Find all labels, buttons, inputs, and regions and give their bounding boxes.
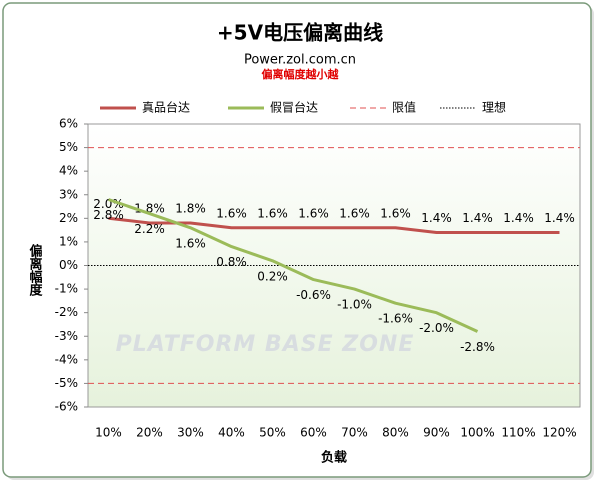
x-tick-label: 110%: [501, 426, 535, 440]
x-tick-label: 10%: [95, 426, 122, 440]
y-tick-label: 3%: [59, 187, 78, 201]
x-tick-label: 90%: [423, 426, 450, 440]
x-tick-label: 30%: [177, 426, 204, 440]
y-tick-label: 5%: [59, 140, 78, 154]
y-tick-label: 0%: [59, 258, 78, 272]
series-line: [108, 198, 479, 333]
y-tick-label: 1%: [59, 234, 78, 248]
x-tick-label: 60%: [300, 426, 327, 440]
data-label: 1.6%: [216, 206, 247, 220]
y-tick-label: -3%: [55, 329, 78, 343]
legend-label: 假冒台达: [270, 100, 318, 115]
data-label: 1.4%: [544, 211, 575, 225]
data-label: 0.2%: [257, 269, 288, 283]
x-tick-label: 80%: [382, 426, 409, 440]
data-label: 1.6%: [175, 236, 206, 250]
x-tick-label: 70%: [341, 426, 368, 440]
y-tick-label: 4%: [59, 164, 78, 178]
y-tick-label: -5%: [55, 376, 78, 390]
data-label: 1.4%: [503, 211, 534, 225]
watermark: PLATFORM BASE ZONE: [116, 332, 415, 357]
x-tick-label: 20%: [136, 426, 163, 440]
legend-label: 限值: [392, 100, 416, 115]
data-label: -2.0%: [419, 321, 454, 335]
x-tick-label: 120%: [542, 426, 576, 440]
y-tick-label: -6%: [55, 400, 78, 414]
data-label: 1.6%: [298, 206, 329, 220]
y-axis-title: 偏离幅度: [27, 243, 43, 297]
y-tick-label: 2%: [59, 211, 78, 225]
data-label: 2.8%: [93, 208, 124, 222]
data-label: -2.8%: [460, 340, 495, 354]
legend-label: 理想: [482, 100, 506, 115]
chart-title: +5V电压偏离曲线: [217, 21, 383, 45]
subtitle: Power.zol.com.cn: [244, 53, 356, 68]
data-label: 2.2%: [134, 222, 165, 236]
y-tick-label: -2%: [55, 305, 78, 319]
data-label: -1.6%: [378, 312, 413, 326]
data-label: 1.4%: [462, 211, 493, 225]
y-tick-label: -4%: [55, 352, 78, 366]
x-axis-title: 负载: [321, 450, 347, 466]
data-label: 1.6%: [257, 206, 288, 220]
data-label: 1.6%: [380, 206, 411, 220]
data-label: 0.8%: [216, 255, 247, 269]
data-label: -1.0%: [337, 298, 372, 312]
y-tick-label: 6%: [59, 117, 78, 131]
data-label: 2.0%: [93, 197, 124, 211]
x-tick-label: 100%: [460, 426, 494, 440]
data-label: 1.6%: [339, 206, 370, 220]
x-tick-label: 40%: [218, 426, 245, 440]
data-label: -0.6%: [296, 288, 331, 302]
y-tick-label: -1%: [55, 282, 78, 296]
series-line: [108, 216, 560, 234]
data-label: 1.8%: [175, 202, 206, 216]
data-label: 1.4%: [421, 211, 452, 225]
legend-label: 真品台达: [142, 100, 190, 115]
subtitle2: 偏离幅度越小越: [262, 67, 340, 81]
x-tick-label: 50%: [259, 426, 286, 440]
